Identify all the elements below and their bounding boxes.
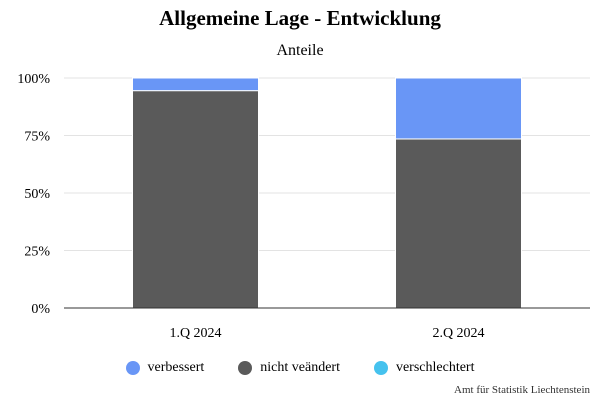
- chart-subtitle: Anteile: [276, 42, 324, 59]
- legend-marker-verbessert: [125, 361, 140, 375]
- legend-marker-nicht-veaendert: [238, 361, 253, 375]
- y-tick-label: 100%: [17, 72, 50, 87]
- legend-item-nicht-veaendert[interactable]: nicht veändert: [238, 360, 340, 376]
- x-tick-label: 2.Q 2024: [432, 326, 484, 341]
- legend-label-verbessert: verbessert: [147, 360, 205, 375]
- bar-segment: [132, 90, 259, 309]
- y-tick-label: 75%: [24, 130, 50, 145]
- x-tick-label: 1.Q 2024: [169, 326, 221, 341]
- chart-legend: verbessert nicht veändert verschlechtert: [0, 360, 600, 376]
- legend-label-nicht-veaendert: nicht veändert: [260, 360, 340, 375]
- bar-segment: [395, 138, 522, 309]
- y-tick-label: 50%: [24, 187, 50, 202]
- legend-label-verschlechtert: verschlechtert: [395, 360, 475, 375]
- legend-item-verbessert[interactable]: verbessert: [125, 360, 205, 376]
- legend-marker-verschlechtert: [373, 361, 388, 375]
- bar-segment: [132, 77, 259, 92]
- bar-segment: [395, 77, 522, 140]
- credit-text: Amt für Statistik Liechtenstein: [454, 384, 590, 396]
- chart-title: Allgemeine Lage - Entwicklung: [159, 6, 441, 30]
- legend-item-verschlechtert[interactable]: verschlechtert: [373, 360, 475, 376]
- y-tick-label: 0%: [31, 302, 50, 317]
- y-tick-label: 25%: [24, 245, 50, 260]
